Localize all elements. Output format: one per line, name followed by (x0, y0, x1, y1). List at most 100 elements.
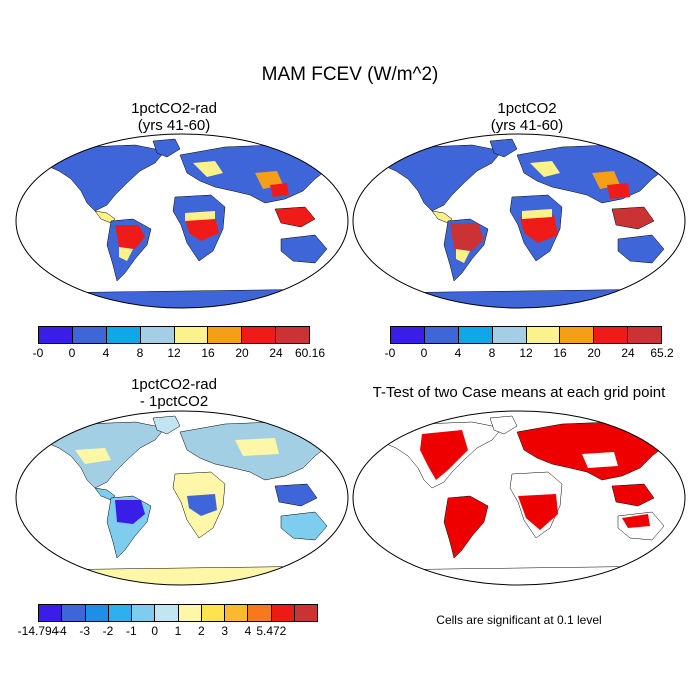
antarctica-land (353, 565, 685, 585)
colorbar-tick-label: 4 (244, 624, 252, 638)
africa-yellow (522, 209, 552, 219)
africa-blue (187, 494, 217, 516)
europe-yellow (530, 161, 560, 177)
colorbar-swatch (424, 327, 459, 343)
colorbar-tick-label: 4 (454, 346, 462, 360)
amazon-high-flux (115, 225, 145, 249)
panel-3-title-line2: - 1pctCO2 (139, 393, 209, 410)
colorbar-swatch (594, 327, 629, 343)
eurasia-land (516, 421, 671, 481)
colorbar-tick-label: 0 (68, 346, 76, 360)
colorbar-swatch (39, 605, 63, 621)
antarctica-land (353, 288, 685, 308)
colorbar-swatch (560, 327, 595, 343)
colorbar-swatch (85, 605, 109, 621)
panel-2-colorbar-labels: -0 0 4 8 12 16 20 24 65.2 (385, 346, 674, 360)
na-yellow (75, 448, 111, 464)
colorbar-swatch (294, 605, 317, 621)
panel-1-title: 1pctCO2-rad (yrs 41-60) (14, 100, 334, 134)
panel-1-map (15, 133, 349, 309)
antarctica-land (16, 288, 348, 308)
south-america-yellow (456, 249, 470, 263)
map-border (15, 133, 349, 309)
colorbar-swatch (132, 605, 156, 621)
colorbar-tick-label: -2 (102, 624, 114, 638)
colorbar-tick-label: 0 (151, 624, 158, 638)
colorbar-swatch (458, 327, 493, 343)
figure-title: MAM FCEV (W/m^2) (261, 64, 439, 85)
map-border (352, 133, 686, 309)
maritime-continent-blue (274, 483, 318, 507)
colorbar-swatch (72, 327, 107, 343)
china-red (270, 183, 289, 197)
panel-3-colorbar (38, 604, 318, 622)
map-border (352, 410, 686, 586)
panel-1-title-line1: 1pctCO2-rad (131, 100, 217, 117)
panel-4-map (352, 410, 686, 586)
colorbar-swatch (106, 327, 141, 343)
maritime-continent-red (274, 206, 316, 228)
panel-2-map (352, 133, 686, 309)
colorbar-tick-label: 3 (221, 624, 228, 638)
colorbar-swatch (174, 327, 209, 343)
colorbar-tick-label: 8 (136, 346, 144, 360)
africa-red (520, 215, 558, 243)
colorbar-swatch (140, 327, 175, 343)
colorbar-tick-label: 12 (167, 346, 181, 360)
colorbar-swatch (39, 327, 73, 343)
africa-yellow (185, 211, 215, 221)
panel-2-title-line2: (yrs 41-60) (490, 117, 564, 134)
colorbar-swatch (248, 605, 272, 621)
significance-note: Cells are significant at 0.1 level (436, 613, 602, 627)
panel-3-colorbar-labels: -14.794 -4 -3 -2 -1 0 1 2 3 4 5.472 (18, 624, 318, 638)
colorbar-tick-label: 20 (587, 346, 601, 360)
australia-land (280, 511, 328, 541)
map-border (15, 410, 349, 586)
greenland-land (152, 138, 181, 158)
colorbar-tick-label: 20 (235, 346, 249, 360)
maritime-continent-land (611, 483, 655, 507)
colorbar-swatch (108, 605, 132, 621)
colorbar-tick-label: 4 (102, 346, 110, 360)
china-red (607, 183, 630, 199)
north-america-land (379, 144, 503, 212)
colorbar-swatch (201, 605, 225, 621)
colorbar-tick-label: -3 (79, 624, 90, 638)
colorbar-swatch (242, 327, 277, 343)
colorbar-swatch (225, 605, 249, 621)
eurasia-white (582, 452, 618, 468)
panel-2-title: 1pctCO2 (yrs 41-60) (367, 100, 687, 134)
antarctica-land (16, 565, 348, 585)
panel-4-title: T-Test of two Case means at each grid po… (372, 384, 666, 401)
colorbar-tick-label: 8 (488, 346, 496, 360)
colorbar-tick-label: 2 (197, 624, 205, 638)
panel-3-map (15, 410, 349, 586)
colorbar-tick-label: 24 (621, 346, 635, 360)
australia-significant (622, 514, 650, 528)
colorbar-swatch (62, 605, 86, 621)
africa-significant (518, 494, 558, 530)
south-america-land (443, 495, 489, 559)
colorbar-swatch (628, 327, 661, 343)
eurasia-yellow (235, 438, 279, 456)
panel-1-title-line2: (yrs 41-60) (137, 117, 211, 134)
colorbar-tick-label: -4 (55, 624, 67, 638)
colorbar-tick-label: 65.2 (650, 346, 674, 360)
greenland-land (489, 138, 518, 158)
greenland-land (152, 415, 181, 435)
africa-red (185, 217, 219, 241)
colorbar-swatch (526, 327, 561, 343)
greenland-land (489, 415, 518, 435)
panel-1-colorbar-labels: -0 0 4 8 12 16 20 24 60.16 (33, 346, 325, 360)
colorbar-tick-label: -0 (384, 346, 396, 360)
colorbar-swatch (276, 327, 309, 343)
colorbar-swatch (492, 327, 527, 343)
panel-3-title-line1: 1pctCO2-rad (131, 376, 217, 393)
panel-3-title: 1pctCO2-rad - 1pctCO2 (14, 376, 334, 410)
amazon-high-flux (450, 223, 484, 251)
colorbar-swatch (271, 605, 295, 621)
colorbar-swatch (208, 327, 243, 343)
south-america-yellow (119, 247, 133, 261)
amazon-negative (115, 500, 145, 524)
colorbar-tick-label: -0 (32, 346, 44, 360)
